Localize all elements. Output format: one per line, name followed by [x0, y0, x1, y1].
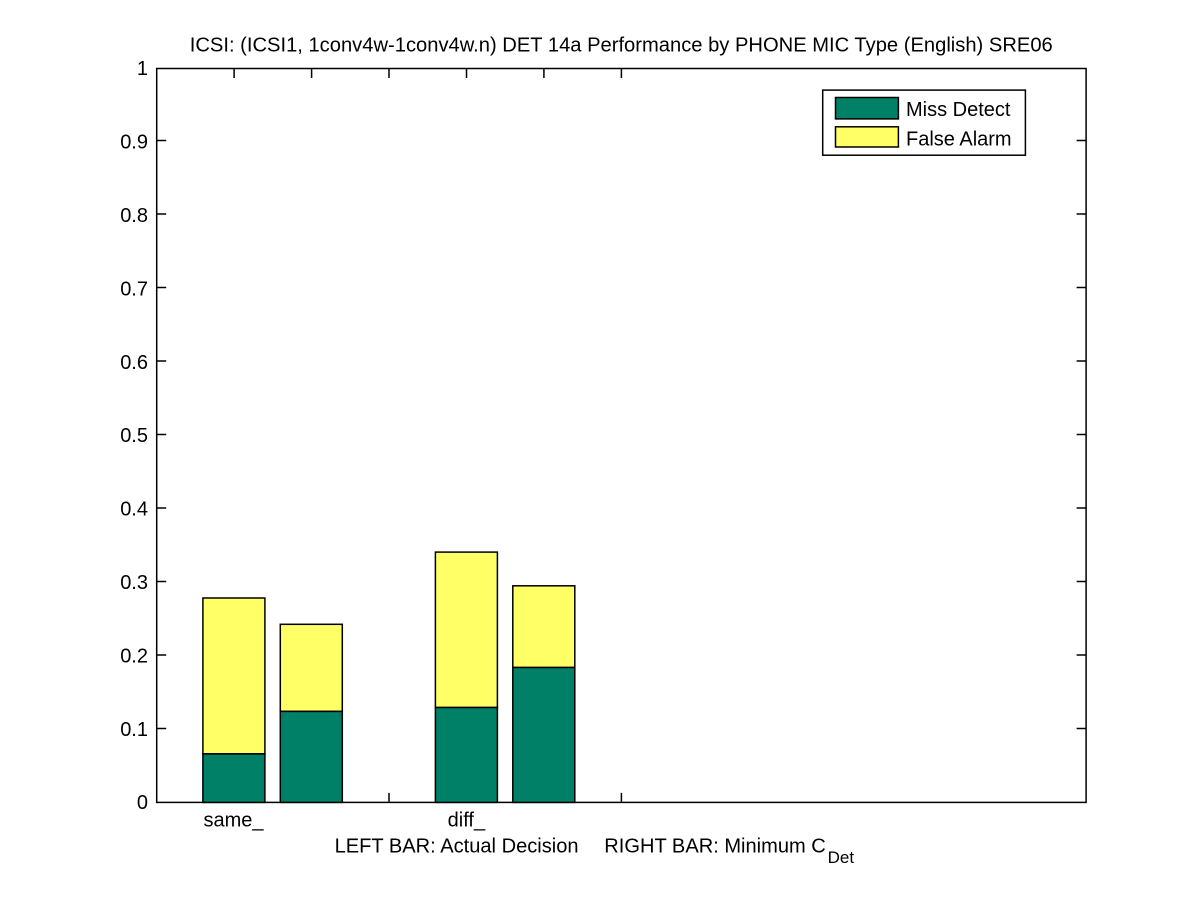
svg-text:0.8: 0.8: [120, 205, 148, 227]
svg-text:0.5: 0.5: [120, 425, 148, 447]
svg-text:ICSI: (ICSI1, 1conv4w-1conv4w.: ICSI: (ICSI1, 1conv4w-1conv4w.n) DET 14a…: [190, 35, 1053, 57]
svg-text:diff_: diff_: [448, 810, 486, 832]
svg-text:Miss Detect: Miss Detect: [906, 99, 1011, 121]
svg-text:1: 1: [137, 58, 148, 80]
svg-text:0.9: 0.9: [120, 132, 148, 154]
svg-text:same_: same_: [203, 810, 264, 832]
svg-text:0.6: 0.6: [120, 352, 148, 374]
svg-text:0: 0: [137, 792, 148, 814]
svg-text:False Alarm: False Alarm: [906, 129, 1012, 151]
svg-text:0.7: 0.7: [120, 278, 148, 300]
svg-text:LEFT BAR: Actual Decision: LEFT BAR: Actual Decision: [335, 836, 579, 858]
svg-text:0.2: 0.2: [120, 645, 148, 667]
svg-text:Det: Det: [828, 848, 855, 867]
svg-text:0.4: 0.4: [120, 499, 148, 521]
svg-text:RIGHT BAR: Minimum C: RIGHT BAR: Minimum C: [604, 836, 826, 858]
svg-text:0.3: 0.3: [120, 572, 148, 594]
svg-text:0.1: 0.1: [120, 719, 148, 741]
